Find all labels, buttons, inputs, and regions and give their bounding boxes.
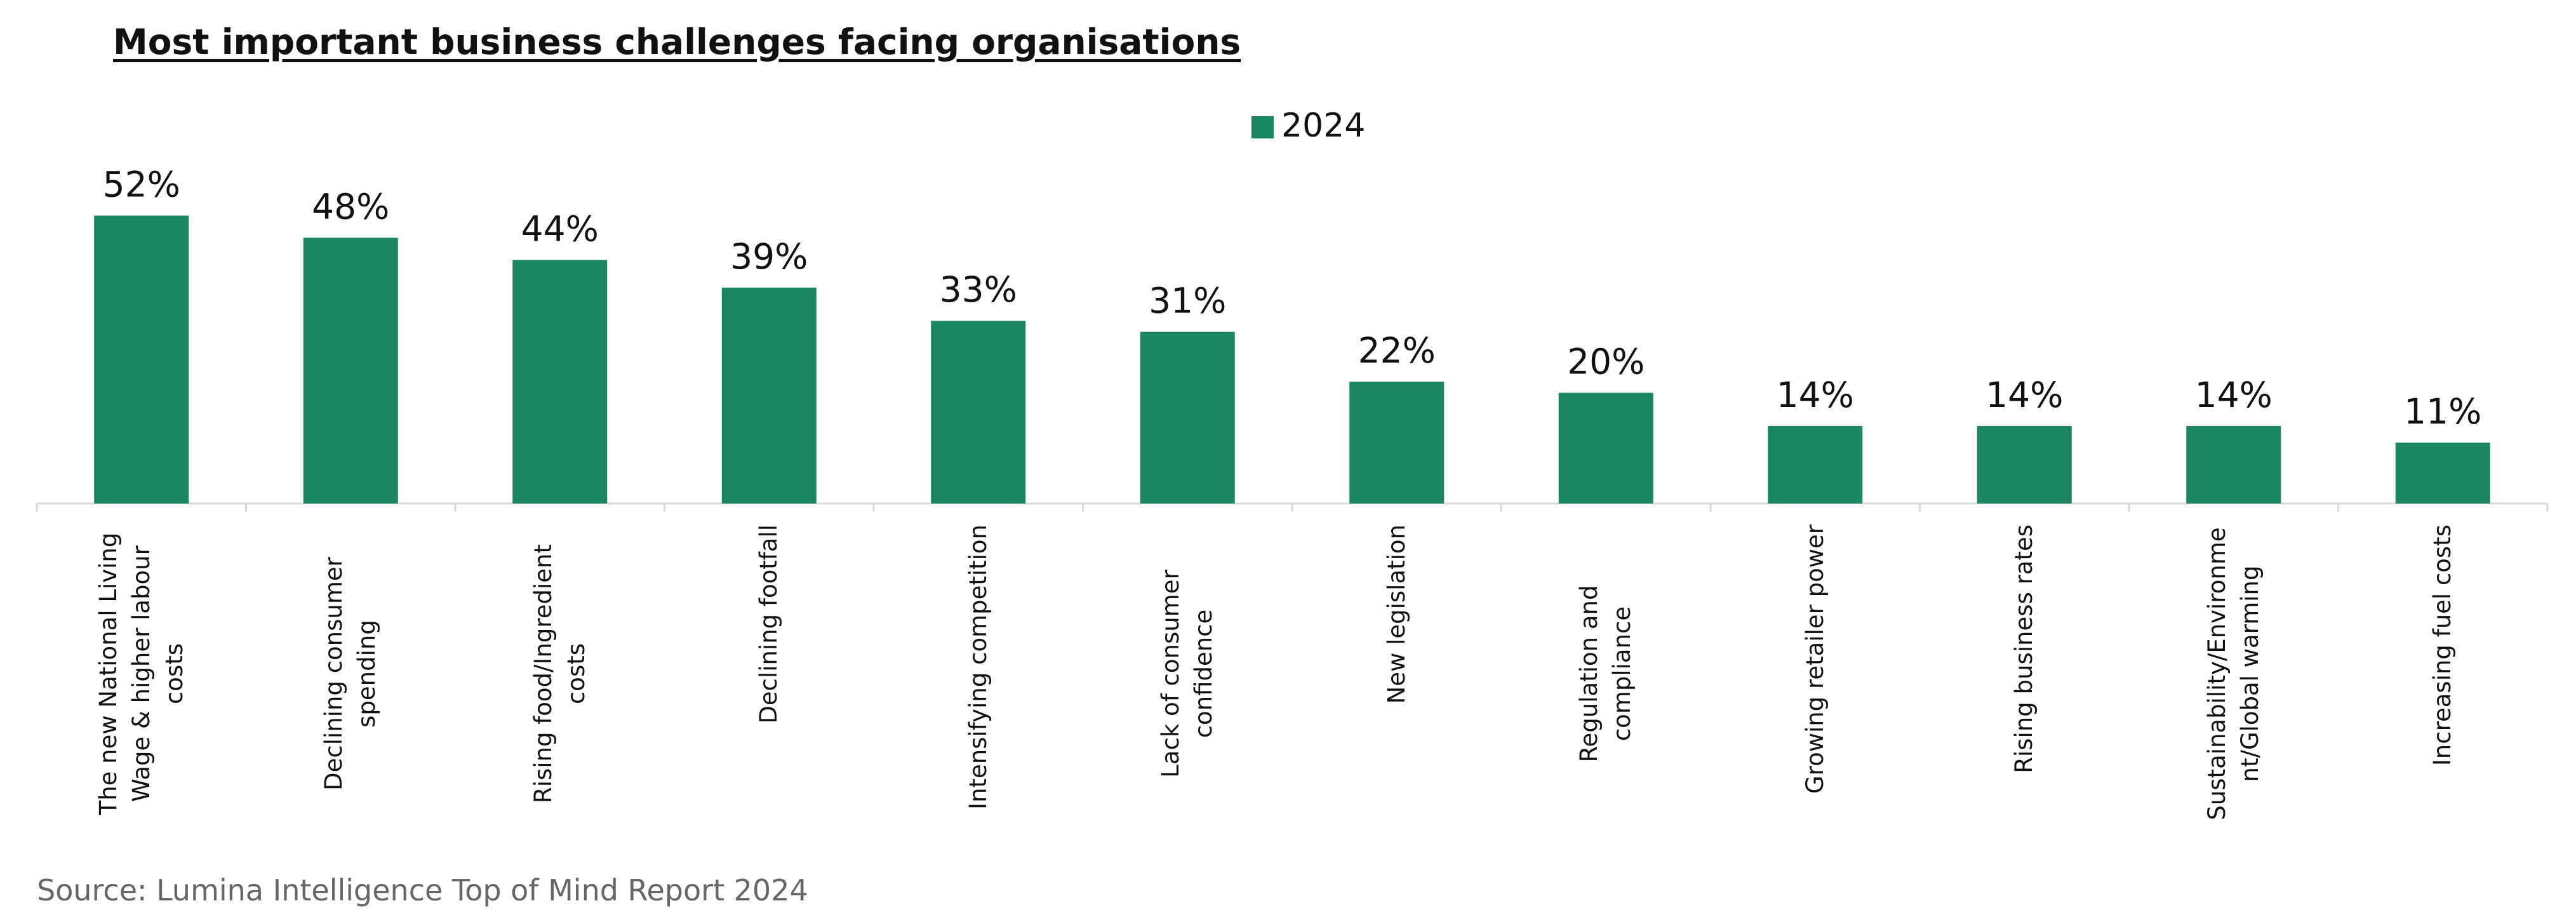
bar <box>512 260 608 504</box>
x-tick-label: New legislation <box>1382 524 1410 704</box>
data-label: 39% <box>730 236 808 277</box>
data-label: 52% <box>103 164 180 205</box>
x-tick-label: Regulation and compliance <box>1575 585 1636 763</box>
x-tick-label: The new National Living Wage & higher la… <box>94 532 188 815</box>
data-label: 14% <box>1777 375 1854 415</box>
x-tick-label: Declining footfall <box>755 524 783 724</box>
x-tick-label: Rising food/Ingredient costs <box>529 544 590 803</box>
bar <box>931 321 1026 504</box>
x-tick-label: Declining consumer spending <box>320 557 381 791</box>
data-label: 14% <box>1985 375 2063 415</box>
legend-swatch <box>1251 116 1274 138</box>
bar <box>1977 425 2072 504</box>
x-tick-label: Lack of consumer confidence <box>1157 570 1218 778</box>
data-label: 20% <box>1567 342 1645 382</box>
bar <box>1768 425 1863 504</box>
bar <box>721 287 817 504</box>
data-label: 33% <box>940 269 1017 310</box>
data-label: 44% <box>521 208 599 249</box>
bar <box>2186 425 2281 504</box>
bar <box>2395 443 2490 504</box>
bar <box>1558 392 1653 504</box>
legend-label: 2024 <box>1281 107 1366 145</box>
bar <box>1140 331 1235 504</box>
bar <box>1349 382 1445 504</box>
chart-title: Most important business challenges facin… <box>113 22 1241 62</box>
data-label: 11% <box>2404 391 2481 432</box>
bar <box>94 215 189 504</box>
x-tick-label: Sustainability/Environment/Global warmin… <box>2203 527 2264 820</box>
bar <box>303 237 398 504</box>
data-label: 31% <box>1149 281 1226 321</box>
data-label: 48% <box>312 186 389 227</box>
x-tick-label: Increasing fuel costs <box>2429 524 2457 766</box>
source-note: Source: Lumina Intelligence Top of Mind … <box>37 873 808 907</box>
x-tick-label: Intensifying competition <box>964 524 992 810</box>
x-tick-label: Growing retailer power <box>1801 524 1829 794</box>
x-tick-label: Rising business rates <box>2010 524 2038 773</box>
data-label: 14% <box>2195 375 2272 415</box>
data-label: 22% <box>1358 330 1436 371</box>
